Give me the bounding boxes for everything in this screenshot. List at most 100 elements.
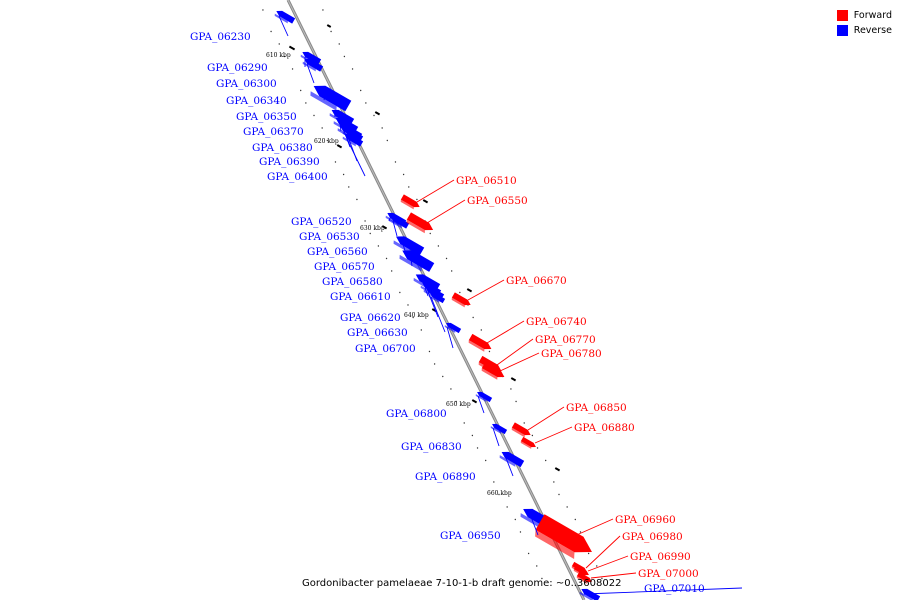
gene-arrow <box>446 322 462 334</box>
track-dot <box>433 363 436 365</box>
forward-gene[interactable] <box>405 212 435 236</box>
reverse-gene-label[interactable]: GPA_06530 <box>299 231 360 243</box>
tick-label: 630 kbp <box>360 225 385 232</box>
forward-leader-line <box>534 426 573 444</box>
forward-gene-label[interactable]: GPA_06510 <box>456 175 517 187</box>
track-dot <box>338 43 340 45</box>
forward-gene[interactable] <box>533 514 597 565</box>
reverse-gene-label[interactable]: GPA_06610 <box>330 291 391 303</box>
reverse-gene[interactable] <box>274 8 296 25</box>
forward-gene-label[interactable]: GPA_06550 <box>467 195 528 207</box>
reverse-gene-label[interactable]: GPA_06700 <box>355 343 416 355</box>
track-dot <box>313 114 315 117</box>
reverse-gene-label[interactable]: GPA_06630 <box>347 327 408 339</box>
track-dot <box>587 552 590 555</box>
reverse-gene[interactable] <box>475 390 493 404</box>
forward-gene[interactable] <box>400 194 421 211</box>
forward-gene[interactable] <box>481 361 507 382</box>
track-dot <box>455 400 457 403</box>
forward-gene-label[interactable]: GPA_07000 <box>638 568 699 580</box>
reverse-leader-line <box>530 516 539 536</box>
legend-reverse-label: Reverse <box>853 25 892 36</box>
forward-gene[interactable] <box>468 333 494 354</box>
gene-arrow <box>477 391 493 403</box>
forward-gene-label[interactable]: GPA_06980 <box>622 531 683 543</box>
gene-arrow <box>344 128 364 142</box>
legend-forward: Forward <box>836 8 892 23</box>
reverse-gene-label[interactable]: GPA_06380 <box>252 142 313 154</box>
reverse-gene[interactable] <box>342 131 364 148</box>
track-dot <box>283 55 286 58</box>
reverse-gene-label[interactable]: GPA_06400 <box>267 171 328 183</box>
forward-swatch <box>836 10 848 21</box>
forward-gene[interactable] <box>511 422 532 439</box>
reverse-gene-label[interactable]: GPA_07010 <box>644 583 705 595</box>
forward-gene-label[interactable]: GPA_06990 <box>630 551 691 563</box>
reverse-gene-label[interactable]: GPA_06890 <box>415 471 476 483</box>
tick-mark <box>374 111 381 116</box>
reverse-gene-label[interactable]: GPA_06340 <box>226 95 287 107</box>
track-dot <box>519 531 522 533</box>
forward-leader-line <box>587 555 629 572</box>
forward-gene-label[interactable]: GPA_06780 <box>541 348 602 360</box>
gene-shading <box>468 340 485 352</box>
track-dot <box>262 9 264 11</box>
forward-leader-line <box>426 199 466 224</box>
track-dot <box>386 139 389 142</box>
forward-leader-line <box>496 338 534 366</box>
track-dot <box>360 89 362 92</box>
reverse-gene[interactable] <box>579 586 601 600</box>
track-dot <box>566 506 568 508</box>
genome-caption: Gordonibacter pamelaeae 7-10-1-b draft g… <box>302 578 622 589</box>
forward-leader-line <box>571 518 614 538</box>
reverse-gene-label[interactable]: GPA_06800 <box>386 408 447 420</box>
track-dots <box>262 9 603 580</box>
forward-gene-label[interactable]: GPA_06960 <box>615 514 676 526</box>
track-dot <box>544 459 547 462</box>
reverse-gene-label[interactable]: GPA_06580 <box>322 276 383 288</box>
reverse-gene-label[interactable]: GPA_06370 <box>243 126 304 138</box>
forward-gene-label[interactable]: GPA_06670 <box>506 275 567 287</box>
gene-arrow <box>468 333 492 350</box>
reverse-gene-label[interactable]: GPA_06290 <box>207 62 268 74</box>
reverse-gene-label[interactable]: GPA_06230 <box>190 31 251 43</box>
track-dot <box>364 220 366 222</box>
reverse-gene[interactable] <box>398 246 435 275</box>
forward-gene[interactable] <box>451 292 472 309</box>
reverse-gene[interactable] <box>302 56 324 73</box>
gene-arrow <box>451 292 471 306</box>
gene-arrow <box>492 423 508 435</box>
track-dot <box>484 459 487 462</box>
reverse-gene-label[interactable]: GPA_06560 <box>307 246 368 258</box>
track-dot <box>270 30 272 33</box>
reverse-gene-label[interactable]: GPA_06570 <box>314 261 375 273</box>
reverse-gene-label[interactable]: GPA_06350 <box>236 111 297 123</box>
reverse-gene-label[interactable]: GPA_06390 <box>259 156 320 168</box>
reverse-gene-label[interactable]: GPA_06300 <box>216 78 277 90</box>
gene-shading <box>520 441 532 449</box>
forward-gene-label[interactable]: GPA_06770 <box>535 334 596 346</box>
forward-gene-label[interactable]: GPA_06850 <box>566 402 627 414</box>
gene-shading <box>388 218 402 229</box>
reverse-leader-line <box>339 123 342 132</box>
reverse-gene-label[interactable]: GPA_06520 <box>291 216 352 228</box>
forward-gene[interactable] <box>576 571 593 586</box>
reverse-leader-line <box>505 457 514 477</box>
tick-label: 660 kbp <box>487 490 512 497</box>
forward-gene-label[interactable]: GPA_06740 <box>526 316 587 328</box>
track-dot <box>399 291 401 294</box>
track-dot <box>493 481 495 483</box>
gene-shading <box>399 254 422 272</box>
reverse-gene-label[interactable]: GPA_06950 <box>440 530 501 542</box>
tick-mark <box>471 399 478 404</box>
reverse-gene-label[interactable]: GPA_06830 <box>401 441 462 453</box>
reverse-gene-label[interactable]: GPA_06620 <box>340 312 401 324</box>
forward-gene-label[interactable]: GPA_06880 <box>574 422 635 434</box>
gene-shading <box>310 91 337 111</box>
tick-mark <box>510 377 517 382</box>
reverse-gene[interactable] <box>388 213 410 230</box>
reverse-gene[interactable] <box>309 81 352 115</box>
track-dot <box>381 127 383 129</box>
forward-gene[interactable] <box>520 436 537 451</box>
